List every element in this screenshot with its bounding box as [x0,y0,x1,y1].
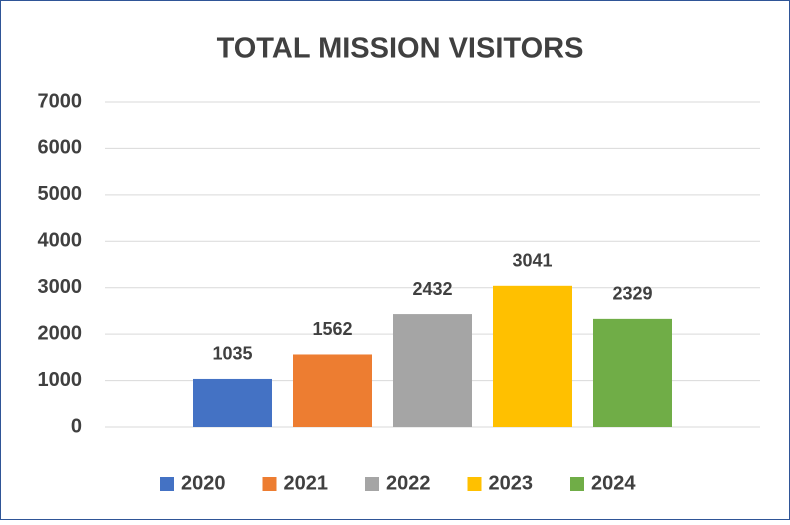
data-label: 2329 [612,284,652,304]
legend-label: 2021 [284,472,329,494]
bar [593,318,672,427]
y-tick-label: 0 [71,415,82,437]
data-label: 2432 [412,279,452,299]
y-tick-label: 5000 [38,183,83,205]
data-label: 1035 [212,344,252,364]
legend-label: 2022 [386,472,431,494]
bar [393,314,472,427]
bar [493,285,572,427]
data-label: 3041 [512,251,552,271]
legend-label: 2024 [591,472,636,494]
legend-swatch [160,477,174,491]
legend-label: 2020 [181,472,226,494]
y-tick-label: 4000 [38,230,83,252]
legend-swatch [262,477,277,491]
y-tick-label: 2000 [38,322,83,344]
legend-swatch [467,477,482,491]
chart-title: TOTAL MISSION VISITORS [217,33,584,65]
legend-swatch [365,477,379,491]
data-label: 1562 [312,319,352,339]
bar [193,378,272,427]
y-tick-label: 1000 [38,369,83,391]
y-tick-label: 6000 [38,137,83,159]
legend-swatch [570,477,584,491]
y-tick-label: 7000 [38,90,83,112]
y-tick-label: 3000 [38,276,83,298]
legend-label: 2023 [489,472,534,494]
bar [293,354,372,427]
